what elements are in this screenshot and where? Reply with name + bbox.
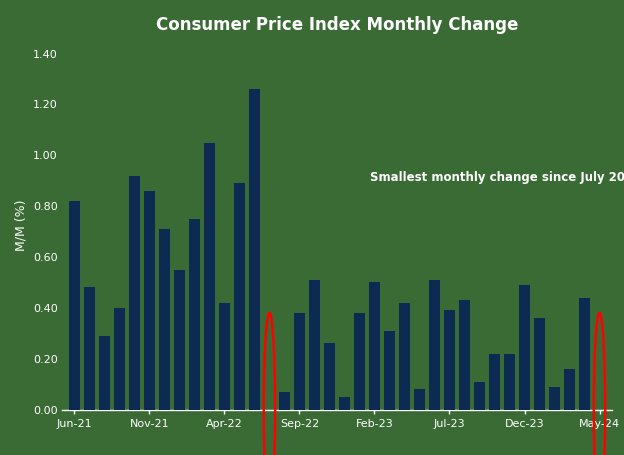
Bar — [144, 191, 155, 410]
Bar — [234, 183, 245, 410]
Bar — [549, 387, 560, 410]
Bar — [84, 288, 95, 410]
Bar — [174, 270, 185, 410]
Bar — [414, 389, 425, 410]
Bar — [189, 219, 200, 410]
Bar — [489, 354, 500, 410]
Bar — [564, 369, 575, 410]
Bar — [324, 344, 335, 410]
Title: Consumer Price Index Monthly Change: Consumer Price Index Monthly Change — [156, 16, 518, 34]
Bar — [354, 313, 365, 410]
Bar — [114, 308, 125, 410]
Bar — [534, 318, 545, 410]
Bar — [129, 176, 140, 410]
Bar — [158, 229, 170, 410]
Bar — [384, 331, 395, 410]
Bar — [429, 280, 440, 410]
Bar — [339, 397, 350, 410]
Bar — [369, 283, 380, 410]
Bar — [459, 300, 470, 410]
Bar — [204, 142, 215, 410]
Bar — [279, 392, 290, 410]
Bar — [519, 285, 530, 410]
Bar — [309, 280, 320, 410]
Bar — [474, 382, 485, 410]
Bar — [99, 336, 110, 410]
Bar — [399, 303, 410, 410]
Bar — [69, 201, 80, 410]
Text: Smallest monthly change since July 2022: Smallest monthly change since July 2022 — [370, 171, 624, 184]
Bar — [579, 298, 590, 410]
Bar — [249, 89, 260, 410]
Bar — [444, 310, 455, 410]
Y-axis label: M/M (%): M/M (%) — [14, 199, 27, 251]
Bar — [504, 354, 515, 410]
Bar — [294, 313, 305, 410]
Bar — [219, 303, 230, 410]
